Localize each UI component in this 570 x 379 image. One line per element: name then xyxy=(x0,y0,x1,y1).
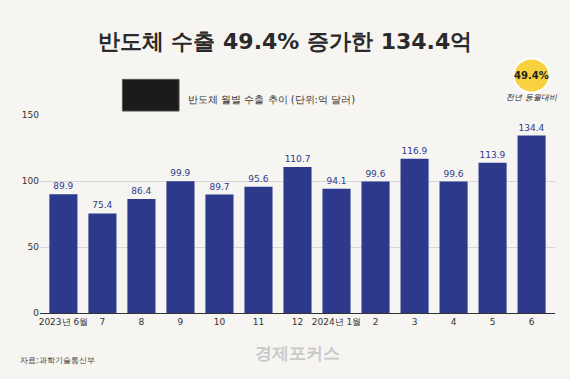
svg-text:99.6: 99.6 xyxy=(365,169,385,179)
svg-text:94.1: 94.1 xyxy=(326,176,346,186)
svg-text:경제포커스: 경제포커스 xyxy=(255,343,340,363)
svg-text:11: 11 xyxy=(253,317,264,327)
svg-text:89.7: 89.7 xyxy=(209,182,229,192)
svg-text:113.9: 113.9 xyxy=(480,150,506,160)
svg-text:134.4: 134.4 xyxy=(519,123,545,133)
svg-text:9: 9 xyxy=(178,317,184,327)
svg-text:자료:과학기술통신부: 자료:과학기술통신부 xyxy=(20,356,95,365)
svg-text:89.9: 89.9 xyxy=(53,181,73,191)
svg-text:6: 6 xyxy=(529,317,535,327)
svg-text:5: 5 xyxy=(490,317,496,327)
svg-text:4: 4 xyxy=(451,317,457,327)
svg-text:전년 동월대비: 전년 동월대비 xyxy=(506,93,558,102)
svg-text:95.6: 95.6 xyxy=(248,174,268,184)
svg-text:2023년 6월: 2023년 6월 xyxy=(39,317,89,327)
svg-text:50: 50 xyxy=(28,242,40,252)
svg-text:49.4%: 49.4% xyxy=(514,70,549,81)
svg-text:7: 7 xyxy=(100,317,106,327)
svg-text:110.7: 110.7 xyxy=(285,154,311,164)
svg-text:12: 12 xyxy=(292,317,303,327)
svg-text:반도체 월별 수출 추이 (단위:억 달러): 반도체 월별 수출 추이 (단위:억 달러) xyxy=(188,94,355,105)
svg-text:8: 8 xyxy=(139,317,145,327)
svg-text:150: 150 xyxy=(22,110,39,120)
svg-text:3: 3 xyxy=(412,317,418,327)
svg-text:86.4: 86.4 xyxy=(131,186,151,196)
svg-text:10: 10 xyxy=(214,317,226,327)
svg-text:2: 2 xyxy=(373,317,379,327)
svg-text:2024년 1월: 2024년 1월 xyxy=(312,317,362,327)
svg-text:99.9: 99.9 xyxy=(170,168,190,178)
svg-text:0: 0 xyxy=(33,308,39,318)
svg-text:100: 100 xyxy=(22,176,39,186)
svg-text:반도체 수출 49.4% 증가한 134.4억: 반도체 수출 49.4% 증가한 134.4억 xyxy=(98,29,473,54)
svg-text:116.9: 116.9 xyxy=(402,146,428,156)
svg-text:75.4: 75.4 xyxy=(92,200,112,210)
svg-text:99.6: 99.6 xyxy=(443,169,463,179)
